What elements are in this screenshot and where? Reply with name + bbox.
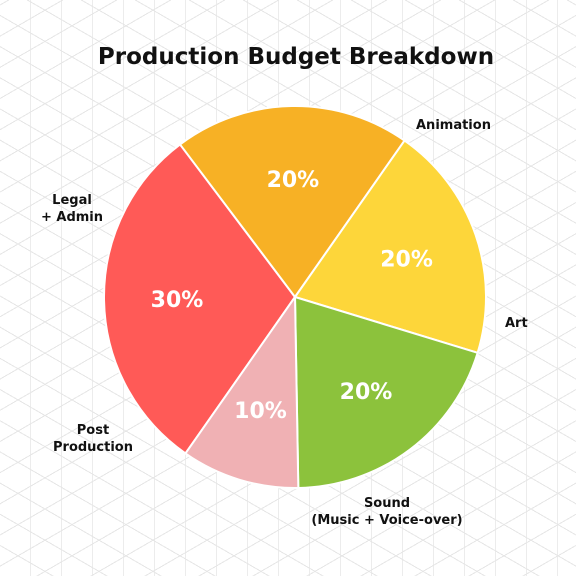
- pie-slice-3: [294, 296, 479, 489]
- chart-title: Production Budget Breakdown: [98, 44, 494, 70]
- slice-percentage-label: 20%: [380, 248, 433, 273]
- slice-category-label: Legal + Admin: [41, 193, 103, 225]
- slice-category-label: Animation: [416, 118, 491, 133]
- slice-percentage-label: 10%: [234, 399, 287, 424]
- pie-slices: [103, 105, 487, 489]
- slice-category-label: Sound (Music + Voice-over): [311, 496, 462, 528]
- slice-percentage-label: 20%: [340, 380, 393, 405]
- slice-percentage-label: 20%: [267, 168, 320, 193]
- pie-slice-0: [103, 143, 296, 455]
- pie-slice-2: [294, 139, 487, 354]
- percentage-labels: 30% 20% 20% 20% 10%: [151, 168, 433, 424]
- category-labels: Animation Art Sound (Music + Voice-over) Pos…: [41, 118, 528, 528]
- slice-category-label: Art: [505, 316, 528, 331]
- slice-percentage-label: 30%: [151, 288, 204, 313]
- pie-slice-1: [179, 105, 406, 298]
- slice-category-label: Post Production: [53, 423, 133, 455]
- pie-slice-4: [184, 296, 300, 489]
